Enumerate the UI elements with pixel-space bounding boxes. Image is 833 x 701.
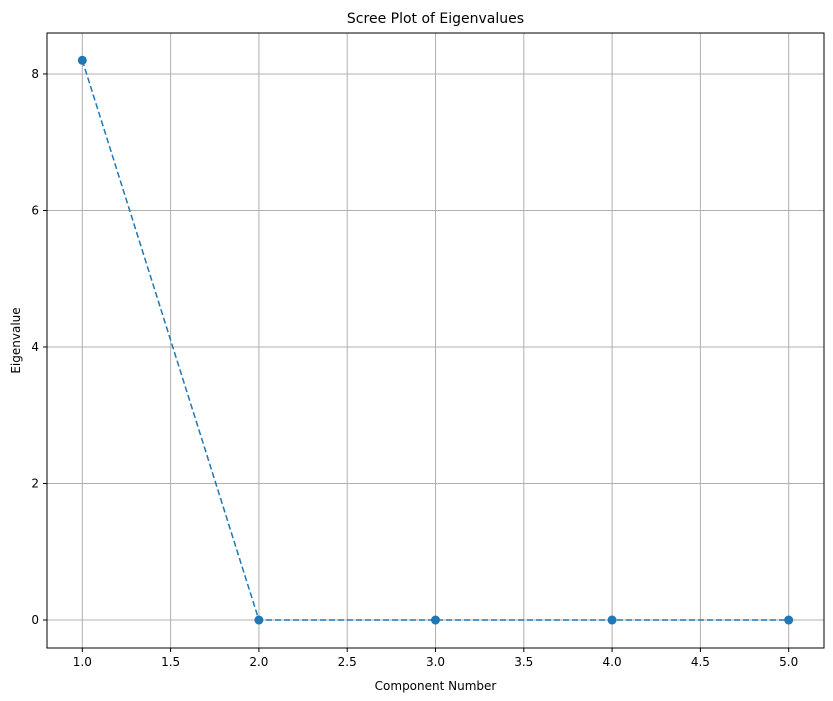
grid-lines	[47, 33, 824, 648]
chart-title: Scree Plot of Eigenvalues	[347, 11, 524, 27]
y-tick-label: 0	[31, 613, 39, 627]
x-tick-label: 3.0	[426, 655, 445, 669]
data-point	[431, 615, 440, 625]
x-axis-title: Component Number	[375, 679, 497, 693]
x-tick-label: 1.0	[73, 655, 92, 669]
y-tick-label: 2	[31, 476, 39, 490]
x-tick-label: 3.5	[514, 655, 533, 669]
x-tick-label: 2.0	[249, 655, 268, 669]
series-layer	[77, 55, 794, 625]
data-point	[77, 55, 87, 65]
x-tick-label: 1.5	[161, 655, 180, 669]
data-point	[254, 615, 264, 625]
y-axis-title: Eigenvalue	[9, 307, 23, 373]
x-tick-label: 4.5	[691, 655, 710, 669]
y-tick-label: 6	[31, 203, 39, 217]
axis-ticks: 1.0 1.5 2.0 2.5 3.0 3.5 4.0 4.5 5.0 0 2 4 6 8	[31, 67, 798, 669]
y-tick-label: 8	[31, 67, 39, 81]
x-tick-label: 2.5	[338, 655, 357, 669]
data-point	[607, 615, 617, 625]
x-tick-label: 5.0	[779, 655, 798, 669]
data-point	[784, 615, 794, 625]
y-tick-label: 4	[31, 340, 39, 354]
series-line	[81, 60, 789, 621]
x-tick-label: 4.0	[603, 655, 622, 669]
